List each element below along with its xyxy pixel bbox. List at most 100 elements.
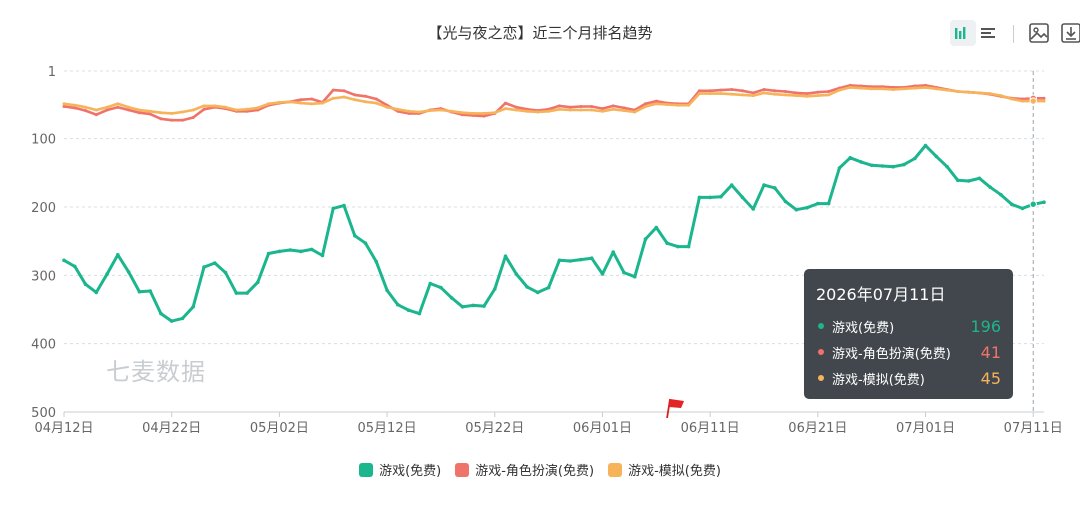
data-point	[913, 86, 917, 90]
data-point	[364, 100, 367, 104]
data-point	[773, 89, 777, 93]
data-point	[568, 105, 572, 109]
data-point	[331, 96, 335, 100]
data-point	[126, 270, 131, 274]
x-tick-label: 05月22日	[465, 421, 524, 436]
data-point	[62, 258, 66, 263]
x-axis: 04月12日 04月22日 05月02日 05月12日 05月22日 06月01日 06月1…	[34, 411, 1063, 436]
data-point	[654, 102, 658, 106]
data-point	[1020, 206, 1025, 211]
data-point	[654, 99, 658, 103]
data-point	[611, 104, 615, 108]
data-point	[827, 93, 831, 97]
data-point	[557, 107, 561, 111]
data-point	[439, 108, 443, 112]
data-point	[633, 110, 637, 114]
data-point	[460, 305, 465, 309]
data-point	[1009, 202, 1014, 207]
data-point	[762, 91, 766, 95]
data-point	[148, 112, 152, 116]
data-point	[934, 87, 938, 91]
data-point	[837, 88, 841, 92]
data-point	[816, 94, 820, 98]
chart-legend: 游戏(免费) 游戏-角色扮演(免费) 游戏-模拟(免费)	[0, 460, 1080, 479]
tooltip-row: 游戏-模拟(免费) 45	[816, 365, 1001, 391]
data-point	[676, 103, 680, 107]
data-point	[234, 108, 238, 112]
data-point	[859, 86, 863, 90]
data-point	[62, 102, 66, 106]
data-point	[137, 108, 141, 112]
legend-item-game-free[interactable]: 游戏(免费)	[359, 460, 441, 479]
data-point	[191, 116, 195, 119]
data-point	[277, 249, 282, 254]
data-point	[504, 101, 507, 105]
toolbar-divider	[1013, 25, 1014, 43]
hover-point	[1029, 200, 1037, 208]
data-point	[213, 261, 217, 265]
data-point	[159, 117, 163, 121]
legend-item-sim-free[interactable]: 游戏-模拟(免费)	[608, 460, 721, 479]
data-point	[762, 88, 766, 91]
data-point	[546, 285, 551, 290]
bar-chart-icon[interactable]	[950, 20, 976, 46]
data-point	[396, 107, 400, 111]
data-point	[880, 164, 885, 168]
tooltip-row: 游戏(免费) 196	[816, 313, 1001, 339]
data-point	[428, 281, 433, 286]
data-point	[127, 105, 131, 109]
data-point	[902, 87, 906, 91]
data-point	[277, 100, 281, 104]
data-point	[644, 102, 647, 106]
data-point	[967, 90, 971, 94]
data-point	[891, 88, 895, 91]
data-point	[493, 111, 497, 115]
data-point	[719, 194, 723, 199]
data-point	[697, 195, 702, 200]
data-point	[159, 111, 163, 115]
data-point	[557, 258, 562, 263]
data-point	[255, 280, 260, 285]
tooltip-series-name: 游戏-角色扮演(免费)	[832, 346, 951, 362]
data-point	[848, 85, 852, 89]
event-flag-marker	[666, 398, 685, 419]
data-point	[730, 92, 734, 96]
data-point	[374, 259, 379, 264]
data-point	[751, 91, 755, 95]
data-point	[482, 304, 486, 308]
tooltip-row: 游戏-角色扮演(免费) 41	[816, 339, 1001, 365]
data-point	[708, 89, 712, 93]
data-point	[353, 98, 357, 102]
data-point	[396, 302, 400, 307]
data-point	[105, 108, 109, 112]
data-point	[956, 90, 960, 93]
y-tick-label: 100	[31, 133, 56, 148]
y-tick-label: 1	[48, 65, 56, 80]
data-point	[148, 109, 152, 113]
data-point	[622, 270, 626, 275]
list-icon[interactable]	[976, 20, 1002, 46]
data-point	[94, 290, 99, 295]
data-point	[794, 207, 799, 212]
data-point	[493, 287, 497, 291]
data-point	[826, 201, 831, 206]
data-point	[708, 92, 712, 96]
data-point	[83, 282, 88, 287]
data-point	[461, 111, 464, 115]
data-point	[471, 111, 475, 115]
image-download-icon[interactable]	[1026, 20, 1052, 46]
data-point	[945, 164, 949, 169]
data-point	[816, 90, 820, 94]
x-tick-label: 04月22日	[142, 421, 201, 436]
data-point	[784, 90, 787, 93]
x-tick-label: 07月01日	[896, 421, 955, 436]
data-point	[1010, 97, 1014, 101]
data-point	[805, 94, 809, 98]
legend-swatch	[608, 462, 623, 477]
data-point	[956, 178, 960, 183]
legend-item-rpg-free[interactable]: 游戏-角色扮演(免费)	[455, 460, 594, 479]
download-icon[interactable]	[1058, 20, 1080, 46]
data-point	[439, 285, 443, 290]
series-line-0	[62, 144, 1046, 323]
